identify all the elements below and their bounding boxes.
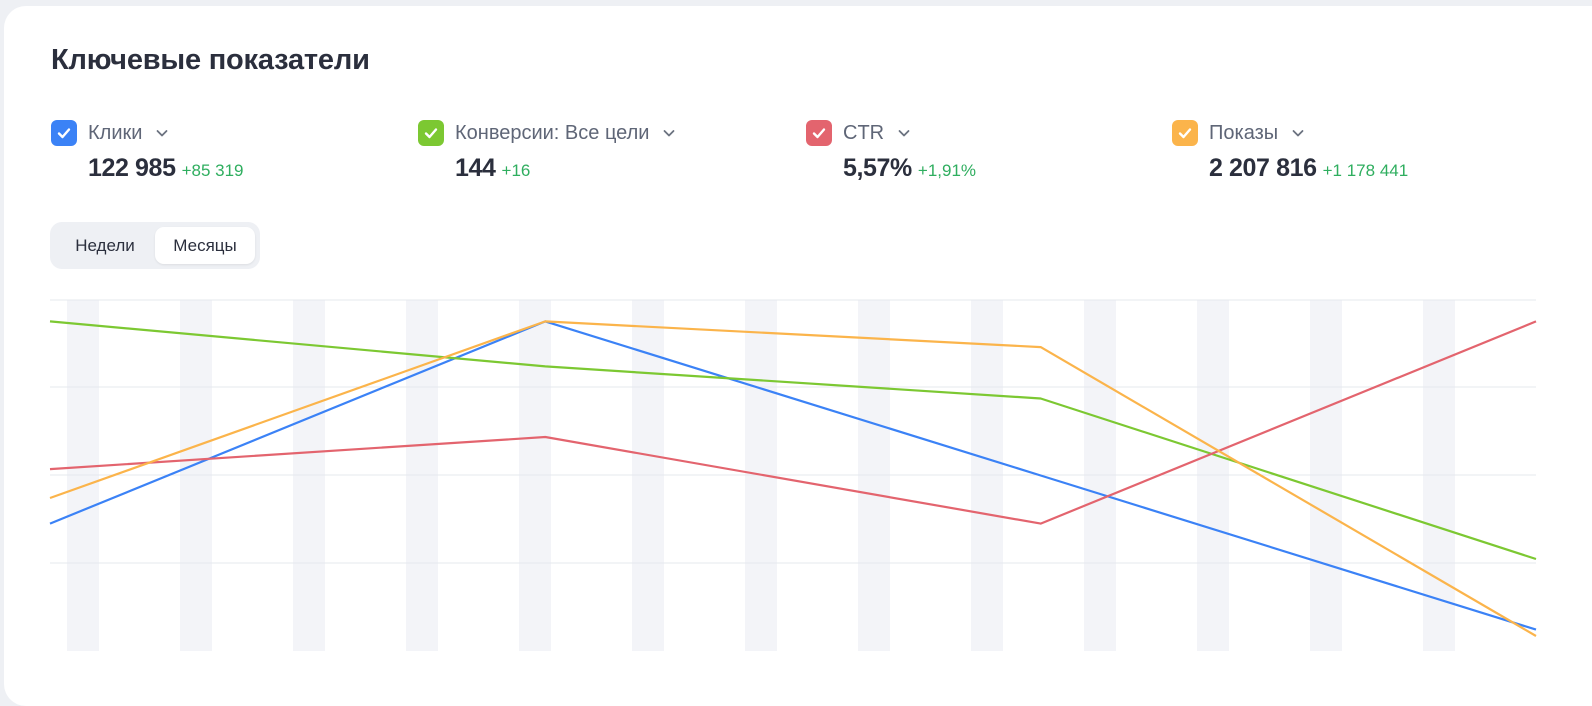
metric-delta: +16 [501,161,531,180]
series-line-impressions[interactable] [49,320,1537,637]
metric-impressions: Показы 2 207 816 +1 178 441 [1172,118,1408,183]
series-line-conversions[interactable] [49,320,1537,561]
page-title: Ключевые показатели [51,44,370,76]
metric-clicks: Клики 122 985 +85 319 [51,118,244,183]
metric-value: 5,57% [843,154,912,182]
metric-name: CTR [843,121,885,144]
checkmark-icon [812,128,826,139]
metric-value: 122 985 [88,154,176,182]
chevron-down-icon[interactable] [1290,125,1306,141]
metric-name: Показы [1209,121,1279,144]
checkmark-icon [57,128,71,139]
metric-conversions: Конверсии: Все цели 144 +16 [418,118,677,183]
toggle-months[interactable]: Месяцы [155,227,255,264]
checkbox-conversions[interactable] [418,120,444,146]
series-line-ctr[interactable] [49,320,1537,525]
checkbox-impressions[interactable] [1172,120,1198,146]
toggle-weeks[interactable]: Недели [75,235,135,255]
period-toggle: Недели Месяцы [50,222,260,269]
chevron-down-icon[interactable] [661,125,677,141]
checkbox-ctr[interactable] [806,120,832,146]
checkbox-clicks[interactable] [51,120,77,146]
chart-gridlines [50,299,1536,564]
metric-delta: +85 319 [181,161,244,180]
checkmark-icon [424,128,438,139]
metric-delta: +1 178 441 [1322,161,1409,180]
line-chart [49,299,1537,651]
checkmark-icon [1178,128,1192,139]
chevron-down-icon[interactable] [896,125,912,141]
metric-name: Клики [88,121,143,144]
chart-series [49,320,1537,637]
metric-delta: +1,91% [917,161,977,180]
metric-ctr: CTR 5,57% +1,91% [806,118,976,183]
metric-value: 144 [455,154,496,182]
metric-name: Конверсии: Все цели [455,121,650,144]
chevron-down-icon[interactable] [154,125,170,141]
metric-value: 2 207 816 [1209,154,1317,182]
series-line-clicks[interactable] [49,320,1537,631]
